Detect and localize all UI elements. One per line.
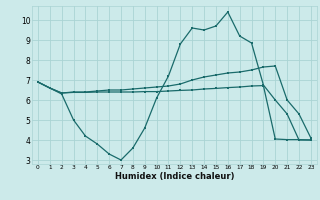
X-axis label: Humidex (Indice chaleur): Humidex (Indice chaleur) bbox=[115, 172, 234, 181]
